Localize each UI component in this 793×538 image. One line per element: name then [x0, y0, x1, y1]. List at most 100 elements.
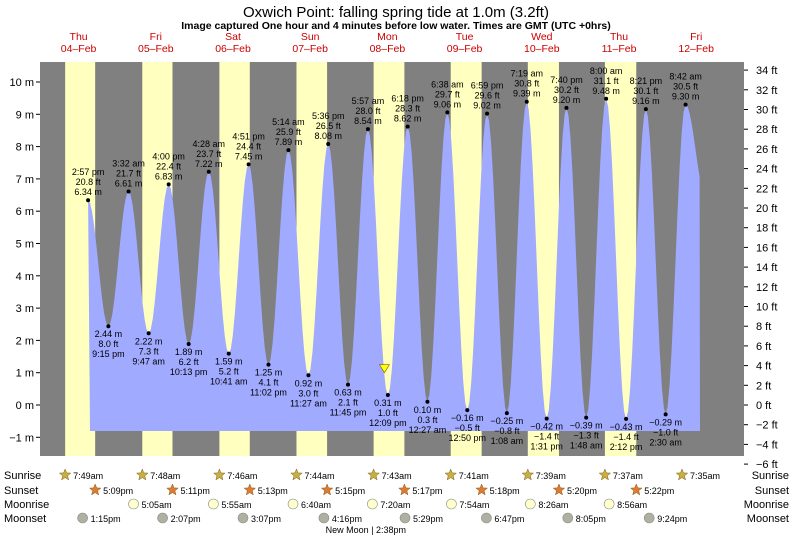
tide-point [345, 382, 350, 387]
day-name: Mon [377, 31, 398, 43]
right-tick-label: 24 ft [756, 164, 777, 176]
moonrise-time: 5:55am [221, 500, 251, 510]
moonset-icon [77, 512, 88, 524]
tide-point [544, 416, 549, 421]
tide-point [86, 198, 91, 203]
sunset-icon [88, 483, 102, 496]
right-tick-label: 20 ft [756, 203, 777, 215]
right-tick-label: 22 ft [756, 183, 777, 195]
high-tide-m: 7.45 m [235, 151, 263, 161]
right-tick-label: 32 ft [756, 85, 777, 97]
left-tick-label: 9 m [16, 109, 34, 121]
low-tide-time: 2:12 pm [610, 442, 643, 452]
high-tide-time: 8:00 am [590, 66, 623, 76]
tide-point [564, 105, 569, 110]
moonset-time: 8:05pm [576, 514, 606, 524]
low-tide-ft: −1.4 ft [534, 432, 560, 442]
day-name: Thu [70, 31, 88, 43]
high-tide-ft: 26.5 ft [316, 121, 342, 131]
right-tick-label: 6 ft [756, 341, 771, 353]
low-tide-time: 9:47 am [132, 356, 165, 366]
low-tide-time: 1:48 am [570, 441, 603, 451]
sunset-icon [320, 483, 334, 496]
tide-point [683, 102, 688, 107]
moon-phase-label: New Moon | 2:38pm [326, 525, 406, 535]
low-tide-time: 12:27 am [409, 425, 447, 435]
high-tide-m: 6.83 m [155, 171, 183, 181]
tide-area [88, 98, 701, 432]
tide-point [365, 127, 370, 132]
low-tide-m: 0.10 m [414, 405, 442, 415]
tide-point [246, 162, 251, 167]
low-tide-ft: 7.3 ft [139, 346, 160, 356]
day-date: 10–Feb [524, 43, 560, 55]
sunrise-time: 7:49am [73, 471, 103, 481]
high-tide-m: 9.48 m [592, 86, 620, 96]
moonset-time: 9:24pm [657, 514, 687, 524]
moonset-row-label-right: Moonset [747, 513, 789, 525]
current-level-icon [378, 364, 390, 374]
right-tick-label: 18 ft [756, 223, 777, 235]
tide-point [306, 373, 311, 378]
low-tide-time: 11:02 pm [250, 388, 287, 398]
low-tide-m: 1.25 m [255, 368, 283, 378]
sunrise-time: 7:35am [690, 471, 720, 481]
sunrise-row-label-right: Sunrise [752, 470, 789, 482]
high-tide-time: 5:57 am [352, 96, 385, 106]
moonrise-row-label: Moonrise [4, 499, 49, 511]
sunset-time: 5:17pm [412, 486, 442, 496]
moonrise-time: 7:20am [380, 500, 410, 510]
high-tide-time: 6:18 pm [391, 94, 424, 104]
high-tide-ft: 30.5 ft [673, 82, 699, 92]
high-tide-time: 4:00 pm [152, 151, 185, 161]
tide-point [504, 411, 509, 416]
moonrise-row-label-right: Moonrise [744, 499, 789, 511]
moonrise-icon [446, 498, 457, 510]
tide-point [425, 399, 430, 404]
low-tide-ft: 1.0 ft [378, 408, 399, 418]
high-tide-m: 8.08 m [314, 131, 342, 141]
tide-point [643, 107, 648, 112]
moonrise-time: 7:54am [459, 500, 489, 510]
high-tide-m: 9.20 m [553, 95, 581, 105]
right-tick-label: 12 ft [756, 282, 777, 294]
sunset-time: 5:18pm [490, 486, 520, 496]
high-tide-ft: 23.7 ft [196, 149, 222, 159]
low-tide-m: 0.92 m [295, 378, 323, 388]
sunrise-icon [598, 468, 612, 481]
high-tide-m: 9.16 m [632, 96, 660, 106]
moonset-time: 3:07pm [251, 514, 281, 524]
low-tide-m: −0.39 m [570, 421, 603, 431]
high-tide-m: 6.61 m [115, 178, 143, 188]
sunset-time: 5:09pm [103, 486, 133, 496]
sunset-time: 5:20pm [567, 486, 597, 496]
moonset-icon [643, 512, 655, 524]
low-tide-m: 1.59 m [215, 357, 243, 367]
chart-subtitle: Image captured One hour and 4 minutes be… [181, 20, 611, 32]
moonrise-icon [287, 498, 299, 510]
sunrise-time: 7:39am [536, 471, 566, 481]
high-tide-time: 8:21 pm [630, 76, 663, 86]
sunset-icon [629, 483, 643, 496]
day-name: Sat [225, 31, 241, 43]
tide-point [106, 324, 111, 329]
moonset-icon [399, 512, 411, 524]
tide-point [326, 142, 331, 147]
sunrise-icon [675, 468, 689, 481]
tide-point [266, 362, 271, 367]
left-tick-label: 5 m [16, 239, 34, 251]
right-tick-label: 26 ft [756, 144, 777, 156]
moonrise-time: 8:26am [538, 500, 568, 510]
low-tide-ft: 5.2 ft [219, 367, 240, 377]
right-tick-label: 0 ft [756, 400, 771, 412]
high-tide-time: 8:42 am [669, 72, 702, 82]
low-tide-m: 0.63 m [334, 388, 362, 398]
moonset-time: 6:47pm [494, 514, 524, 524]
sunset-time: 5:13pm [258, 486, 288, 496]
event-rows: Sunrise Sunrise 7:49am 7:48am 7:46am 7:44am 7:… [4, 468, 789, 535]
low-tide-ft: 8.0 ft [98, 339, 119, 349]
right-tick-label: 14 ft [756, 262, 777, 274]
sunrise-icon [58, 468, 72, 481]
day-date: 04–Feb [61, 43, 97, 55]
